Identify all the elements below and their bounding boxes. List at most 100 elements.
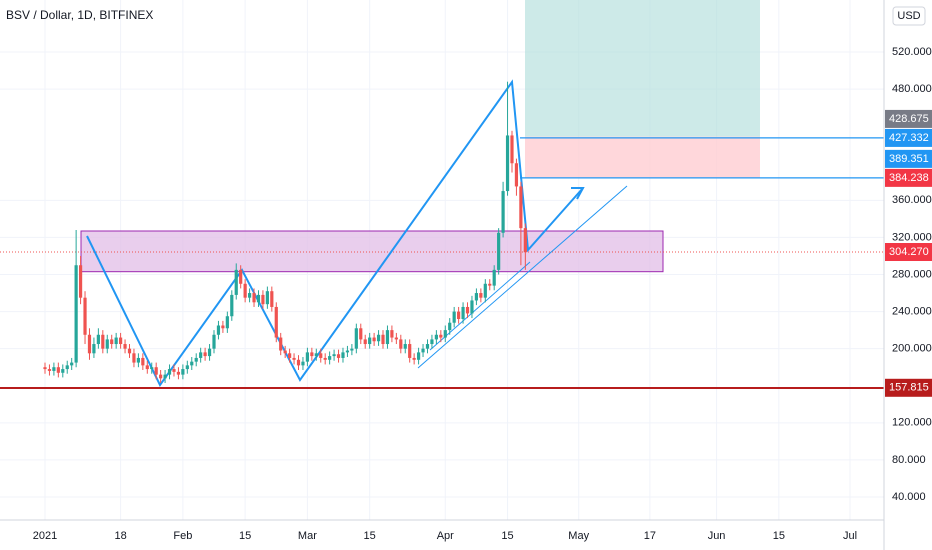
zigzag [86, 79, 584, 387]
price-badge-label: 304.270 [889, 246, 929, 258]
candle-body [265, 291, 269, 305]
candle-body [501, 191, 505, 233]
candle-body [412, 357, 416, 360]
candle-body [470, 300, 474, 314]
candle-body [301, 361, 305, 366]
candle-body [43, 367, 47, 370]
candle-body [176, 371, 181, 375]
candle-body [345, 350, 350, 353]
candle-body [199, 352, 203, 358]
candle-body [212, 334, 216, 349]
candle-body [101, 334, 105, 349]
price-badge [885, 128, 932, 147]
candle-body [194, 357, 198, 362]
candle-body [310, 352, 314, 357]
y-tick-label: 480.000 [892, 83, 932, 95]
candle-body [305, 352, 310, 362]
currency[interactable]: USD [897, 10, 920, 22]
candle-body [461, 306, 465, 320]
candle-body [372, 337, 376, 342]
candle-body [154, 367, 158, 375]
candle-body [457, 311, 461, 320]
candle-body [363, 339, 367, 345]
candle-body [61, 369, 65, 373]
candle-body [474, 293, 479, 301]
candle-body [252, 293, 256, 303]
candle-body [247, 293, 252, 298]
range-box [80, 230, 664, 273]
y-tick-label: 120.000 [892, 417, 932, 429]
candle-body [421, 348, 425, 353]
x-tick-label: 15 [364, 530, 376, 542]
candle-body [181, 369, 185, 375]
candle-body [123, 344, 127, 349]
candle-body [314, 353, 318, 357]
candle-body [505, 135, 510, 192]
x-tick-label: Feb [173, 530, 192, 542]
candle-body [83, 297, 87, 335]
candle-body [479, 293, 483, 298]
candle-body [270, 291, 274, 307]
candle-body [332, 354, 336, 357]
candle-body [132, 353, 136, 363]
chart-title: BSV / Dollar, 1D, BITFINEX [6, 8, 153, 22]
candle-body [119, 337, 123, 345]
candle-body [341, 352, 345, 358]
y-tick-label: 360.000 [892, 194, 932, 206]
candle-body [288, 353, 292, 358]
price-badge-label: 428.675 [889, 113, 929, 125]
candle-body [403, 344, 407, 349]
candle-body [385, 330, 390, 345]
candle-body [514, 163, 519, 187]
price-badge-label: 384.238 [889, 172, 929, 184]
candle-body [230, 294, 234, 317]
candle-body [488, 283, 492, 286]
candle-body [65, 365, 69, 370]
candles [43, 81, 527, 383]
x-tick-label: 15 [239, 530, 251, 542]
price-badge [885, 168, 932, 187]
x-tick-label: Jul [843, 530, 857, 542]
candle-body [376, 334, 381, 342]
x-tick-label: 15 [501, 530, 513, 542]
candle-body [105, 339, 109, 349]
candle-body [239, 269, 243, 284]
candle-body [359, 328, 363, 340]
candle-body [523, 228, 527, 253]
candle-body [319, 353, 323, 358]
y-tick-label: 80.000 [892, 454, 926, 466]
candle-body [145, 365, 149, 370]
y-tick-label: 40.000 [892, 491, 926, 503]
x-tick-label: 17 [644, 530, 656, 542]
candle-body [141, 357, 145, 366]
price-axis [884, 0, 932, 550]
price-badge [885, 378, 932, 397]
candle-body [167, 369, 172, 375]
candle-body [74, 265, 78, 363]
candle-body [159, 374, 163, 379]
arrow-head [571, 187, 585, 200]
candle-body [243, 283, 247, 298]
candle-body [56, 367, 60, 373]
y-tick-label: 320.000 [892, 231, 932, 243]
candle-body [96, 334, 100, 345]
candle-body [70, 362, 74, 366]
currency-box[interactable] [892, 6, 926, 26]
price-badge [885, 149, 932, 168]
candle-body [110, 339, 114, 345]
candle-body [381, 334, 385, 345]
candle-body [274, 306, 278, 338]
y-tick-label: 520.000 [892, 46, 932, 58]
candle-body [452, 311, 456, 323]
y-tick-label: 200.000 [892, 343, 932, 355]
x-tick-label: Apr [437, 530, 454, 542]
candle-body [465, 306, 470, 314]
candle-body [497, 232, 501, 270]
stop-zone [525, 136, 760, 178]
candle-body [328, 356, 332, 360]
x-tick-label: 15 [773, 530, 785, 542]
candle-body [416, 352, 421, 360]
candle-body [87, 334, 92, 354]
candle-body [443, 330, 447, 338]
